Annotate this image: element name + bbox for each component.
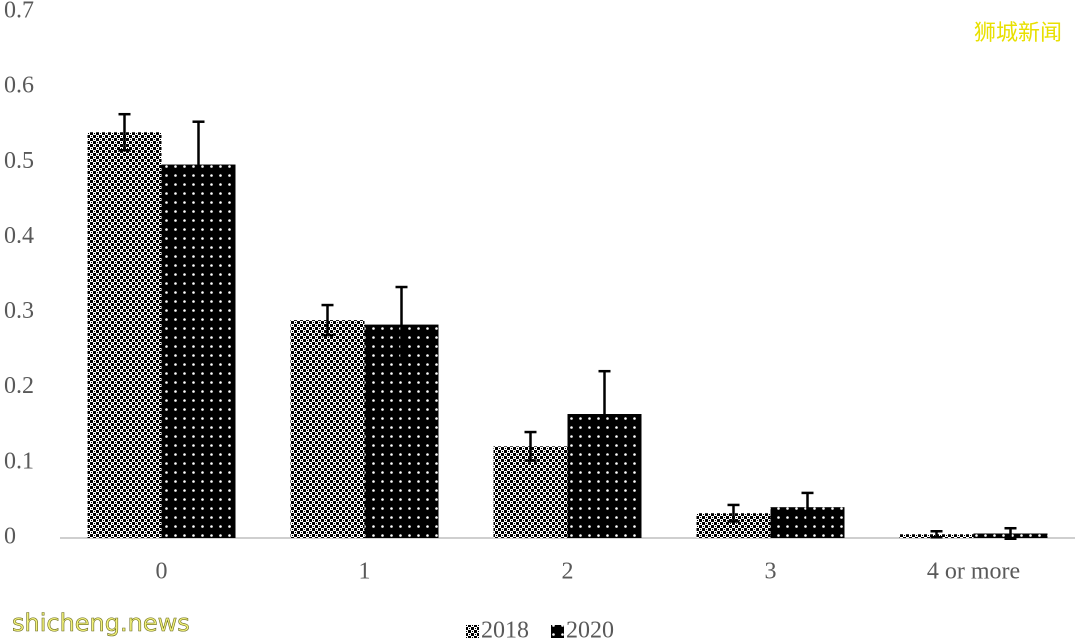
error-bar <box>524 430 537 462</box>
x-tick-label: 1 <box>359 559 371 585</box>
error-bar <box>930 529 943 539</box>
y-tick-label: 0.1 <box>4 448 34 474</box>
bar <box>161 164 236 539</box>
legend-label: 2018 <box>481 618 529 643</box>
y-tick-label: 0.4 <box>4 223 34 249</box>
error-bar <box>598 369 611 459</box>
bar <box>87 132 162 538</box>
error-bar <box>192 120 205 209</box>
y-tick-label: 0.7 <box>4 0 34 24</box>
error-bar <box>727 503 740 523</box>
x-tick-label: 3 <box>765 559 777 585</box>
legend-swatch <box>551 625 564 638</box>
x-tick-label: 2 <box>562 559 574 585</box>
error-bar <box>395 285 408 364</box>
error-bar <box>118 112 131 152</box>
error-bar <box>1004 526 1017 541</box>
bar <box>290 320 365 538</box>
error-bar <box>801 491 814 523</box>
y-tick-label: 0 <box>4 524 16 550</box>
y-tick-label: 0.5 <box>4 148 34 174</box>
watermark: 狮城新闻 <box>974 21 1062 46</box>
x-tick-label: 4 or more <box>927 559 1020 585</box>
y-tick-label: 0.6 <box>4 73 34 99</box>
legend-swatch <box>466 625 479 638</box>
y-tick-label: 0.2 <box>4 373 34 399</box>
legend-label: 2020 <box>566 618 614 643</box>
y-tick-label: 0.3 <box>4 298 34 324</box>
watermark: shicheng.news <box>12 609 190 637</box>
error-bar <box>321 303 334 337</box>
x-tick-label: 0 <box>156 559 168 585</box>
